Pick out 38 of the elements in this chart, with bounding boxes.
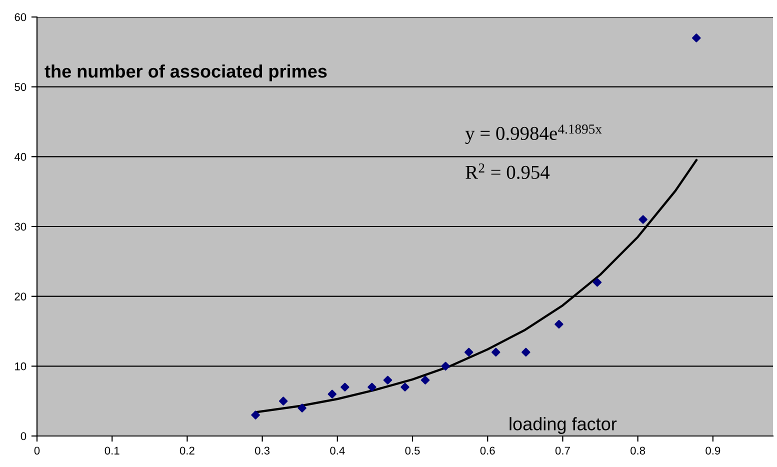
point [251, 410, 260, 420]
annotation: R$^{2}$ = 0.954 [466, 163, 550, 179]
point [692, 34, 701, 42]
x-tick-label: 0.1 [104, 446, 120, 455]
x-tick-label: 0.3 [255, 446, 270, 455]
y-tick-label: 10 [15, 362, 26, 370]
point [383, 376, 392, 385]
x-tick-label: 0.7 [555, 446, 570, 455]
point [400, 382, 410, 392]
point [441, 362, 450, 371]
point [298, 404, 306, 412]
y-tick-label: 40 [14, 152, 26, 161]
point [492, 348, 500, 357]
x-tick-label: 0.4 [330, 446, 345, 455]
y-tick-label: 30 [14, 222, 26, 231]
y-tick-label: 20 [14, 292, 26, 300]
point [368, 382, 376, 392]
x-tick-label: 0.5 [405, 446, 420, 455]
y-tick-label: 0 [20, 432, 26, 440]
point [554, 320, 564, 329]
x-tick-label: 0 [34, 446, 40, 455]
x-tick-label: 0.8 [630, 446, 646, 455]
point [522, 348, 530, 357]
point [420, 376, 430, 385]
x-tick-label: 0.2 [180, 446, 194, 455]
point [278, 396, 288, 406]
annotation: y = 0.9984e$^{4.1895x}$ [465, 124, 602, 144]
point [638, 215, 648, 224]
x-tick-label: 0.9 [706, 446, 720, 455]
point [328, 390, 337, 398]
point [592, 278, 602, 287]
point [340, 382, 350, 392]
y-tick-label: 60 [14, 13, 26, 22]
x-tick-label: 0.6 [480, 446, 495, 455]
point [464, 348, 474, 357]
y-axis-title: the number of associated primes [44, 64, 327, 82]
y-tick-label: 50 [14, 83, 26, 91]
x-axis-title: loading factor [510, 417, 617, 434]
